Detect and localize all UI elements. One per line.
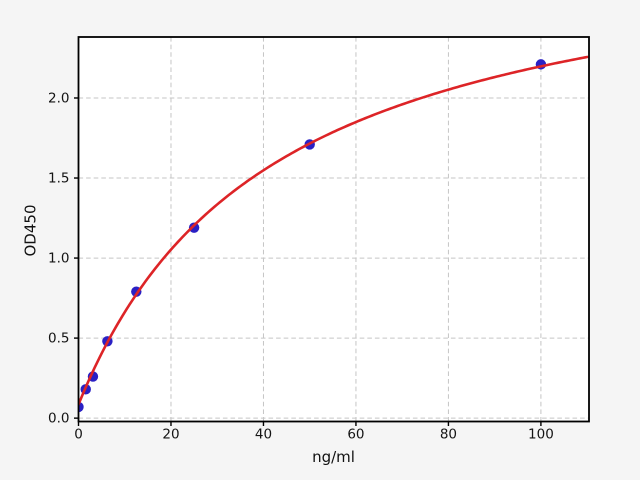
y-tick-label: 1.0 [48, 251, 69, 267]
x-tick-label: 100 [528, 427, 554, 443]
axes-spines [77, 36, 590, 423]
y-tick-label: 0.5 [48, 331, 69, 347]
data-point [188, 222, 200, 233]
x-tick-label: 20 [162, 427, 179, 443]
x-tick-label: 80 [440, 427, 457, 443]
y-tick-label: 2.0 [48, 90, 69, 106]
x-tick-label: 0 [74, 427, 83, 443]
y-tick-label: 1.5 [48, 171, 69, 187]
x-tick-label: 40 [255, 427, 272, 443]
plot-area [78, 37, 589, 422]
fit-curve-group [78, 55, 589, 406]
x-tick-label: 60 [347, 427, 364, 443]
y-tick-label: 0.0 [48, 411, 69, 427]
fit-curve [78, 55, 589, 406]
